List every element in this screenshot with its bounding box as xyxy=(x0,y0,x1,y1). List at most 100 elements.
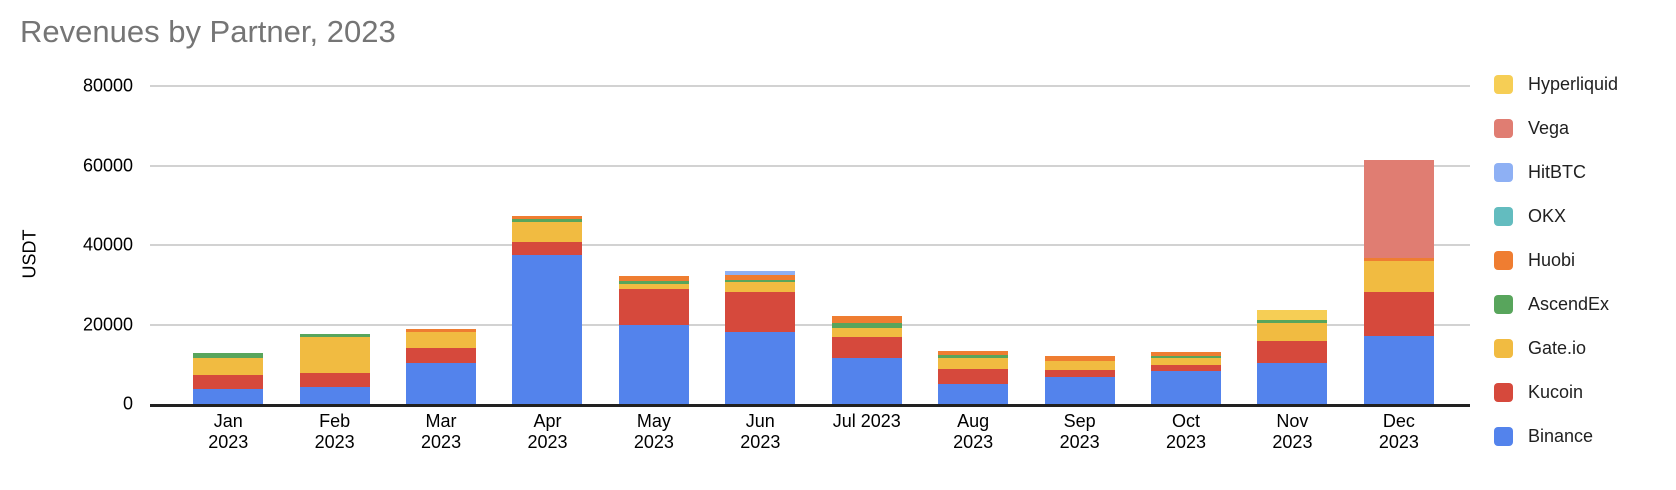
bar-slot-dec-2023 xyxy=(1346,86,1452,404)
bar-segment-kucoin-dec-2023[interactable] xyxy=(1363,292,1434,336)
legend-item-binance[interactable]: Binance xyxy=(1494,426,1618,446)
legend-item-huobi[interactable]: Huobi xyxy=(1494,250,1618,270)
legend-label-ascendex: AscendEx xyxy=(1528,293,1610,314)
bar-segment-kucoin-nov-2023[interactable] xyxy=(1257,340,1328,363)
bar-segment-gateio-oct-2023[interactable] xyxy=(1151,357,1221,365)
x-tick-mar-2023: Mar 2023 xyxy=(421,411,462,452)
bar-segment-huobi-apr-2023[interactable] xyxy=(512,216,583,220)
bar-segment-kucoin-feb-2023[interactable] xyxy=(299,372,370,387)
bar-segment-binance-nov-2023[interactable] xyxy=(1257,362,1328,404)
bar-segment-hitbtc-jun-2023[interactable] xyxy=(725,270,796,275)
bar-dec-2023[interactable] xyxy=(1363,160,1434,404)
bar-segment-binance-apr-2023[interactable] xyxy=(512,254,583,404)
bar-aug-2023[interactable] xyxy=(938,351,1009,404)
bar-segment-huobi-jun-2023[interactable] xyxy=(725,274,796,280)
legend-swatch-huobi xyxy=(1494,250,1513,270)
bar-segment-ascendex-may-2023[interactable] xyxy=(618,280,689,284)
bar-segment-gateio-jul-2023[interactable] xyxy=(831,327,902,337)
bar-segment-huobi-may-2023[interactable] xyxy=(618,275,689,281)
bar-segment-gateio-jan-2023[interactable] xyxy=(193,357,264,376)
bar-segment-binance-sep-2023[interactable] xyxy=(1044,377,1115,404)
legend-item-gateio[interactable]: Gate.io xyxy=(1494,338,1618,358)
bar-segment-gateio-apr-2023[interactable] xyxy=(512,222,583,242)
bar-segment-gateio-mar-2023[interactable] xyxy=(406,331,477,349)
bar-slot-oct-2023 xyxy=(1133,86,1239,404)
bar-jun-2023[interactable] xyxy=(725,270,796,404)
bar-segment-kucoin-oct-2023[interactable] xyxy=(1151,364,1221,372)
legend-swatch-ascendex xyxy=(1494,294,1513,314)
bar-segment-gateio-aug-2023[interactable] xyxy=(938,357,1009,369)
bar-sep-2023[interactable] xyxy=(1044,355,1115,404)
bar-segment-kucoin-jun-2023[interactable] xyxy=(725,291,796,333)
bar-slot-jul-2023 xyxy=(814,86,920,404)
bar-oct-2023[interactable] xyxy=(1151,351,1221,404)
bar-segment-kucoin-jan-2023[interactable] xyxy=(193,375,264,390)
bar-segment-gateio-jun-2023[interactable] xyxy=(725,282,796,292)
bar-segment-kucoin-may-2023[interactable] xyxy=(618,289,689,326)
bar-may-2023[interactable] xyxy=(618,275,689,404)
bar-segment-binance-jun-2023[interactable] xyxy=(725,332,796,404)
bar-segment-ascendex-jan-2023[interactable] xyxy=(193,353,264,358)
bar-segment-binance-jul-2023[interactable] xyxy=(831,358,902,404)
bar-slot-may-2023 xyxy=(601,86,707,404)
x-tick-nov-2023: Nov 2023 xyxy=(1272,411,1313,452)
bar-jul-2023[interactable] xyxy=(831,316,902,404)
bar-segment-huobi-sep-2023[interactable] xyxy=(1044,355,1115,362)
bar-nov-2023[interactable] xyxy=(1257,309,1328,404)
bar-jan-2023[interactable] xyxy=(193,353,264,404)
bar-segment-gateio-dec-2023[interactable] xyxy=(1363,260,1434,293)
bar-segment-binance-may-2023[interactable] xyxy=(618,325,689,404)
legend-item-kucoin[interactable]: Kucoin xyxy=(1494,382,1618,402)
bar-segment-binance-oct-2023[interactable] xyxy=(1151,371,1221,404)
legend-label-huobi: Huobi xyxy=(1528,249,1576,270)
bar-segment-huobi-mar-2023[interactable] xyxy=(406,328,477,332)
legend-item-vega[interactable]: Vega xyxy=(1494,118,1618,138)
bar-apr-2023[interactable] xyxy=(512,216,583,404)
bar-slot-nov-2023 xyxy=(1239,86,1345,404)
legend-item-hitbtc[interactable]: HitBTC xyxy=(1494,162,1618,182)
legend-item-okx[interactable]: OKX xyxy=(1494,206,1618,226)
bar-segment-ascendex-jun-2023[interactable] xyxy=(725,279,796,283)
bar-segment-kucoin-aug-2023[interactable] xyxy=(938,368,1009,385)
bar-segment-ascendex-jul-2023[interactable] xyxy=(831,322,902,328)
legend-label-okx: OKX xyxy=(1528,205,1567,226)
bar-segment-gateio-feb-2023[interactable] xyxy=(299,336,370,373)
legend-swatch-hyperliquid xyxy=(1494,74,1513,94)
bar-feb-2023[interactable] xyxy=(299,334,370,404)
bar-segment-binance-dec-2023[interactable] xyxy=(1363,335,1434,404)
bar-segment-hyperliquid-nov-2023[interactable] xyxy=(1257,309,1328,320)
bar-segment-ascendex-feb-2023[interactable] xyxy=(299,334,370,337)
bar-segment-gateio-sep-2023[interactable] xyxy=(1044,361,1115,371)
chart-legend: Hyperliquid Vega HitBTC OKX Huobi AscendEx Gat… xyxy=(1494,74,1618,470)
bar-segment-kucoin-apr-2023[interactable] xyxy=(512,241,583,255)
bar-segment-gateio-nov-2023[interactable] xyxy=(1257,322,1328,341)
bar-segment-huobi-aug-2023[interactable] xyxy=(938,351,1009,356)
bar-segment-ascendex-aug-2023[interactable] xyxy=(938,355,1009,358)
bar-segment-kucoin-mar-2023[interactable] xyxy=(406,348,477,363)
bar-segment-ascendex-oct-2023[interactable] xyxy=(1151,355,1221,358)
legend-swatch-okx xyxy=(1494,206,1513,226)
bar-segment-binance-aug-2023[interactable] xyxy=(938,384,1009,404)
bar-segment-binance-mar-2023[interactable] xyxy=(406,362,477,404)
bar-segment-vega-dec-2023[interactable] xyxy=(1363,160,1434,258)
legend-item-hyperliquid[interactable]: Hyperliquid xyxy=(1494,74,1618,94)
bar-segment-huobi-dec-2023[interactable] xyxy=(1363,257,1434,261)
bar-segment-huobi-jul-2023[interactable] xyxy=(831,316,902,323)
bar-segment-kucoin-jul-2023[interactable] xyxy=(831,336,902,359)
gridline-40000 xyxy=(150,244,1470,246)
bar-segment-ascendex-nov-2023[interactable] xyxy=(1257,319,1328,323)
bar-segment-binance-jan-2023[interactable] xyxy=(193,389,264,404)
bar-segment-huobi-oct-2023[interactable] xyxy=(1151,351,1221,356)
bar-segment-ascendex-apr-2023[interactable] xyxy=(512,219,583,223)
bar-slot-feb-2023 xyxy=(281,86,387,404)
x-tick-aug-2023: Aug 2023 xyxy=(953,411,994,452)
x-tick-jan-2023: Jan 2023 xyxy=(208,411,249,452)
bar-mar-2023[interactable] xyxy=(406,328,477,404)
bar-segment-binance-feb-2023[interactable] xyxy=(299,386,370,404)
y-tick-20000: 20000 xyxy=(82,314,133,334)
bar-segment-kucoin-sep-2023[interactable] xyxy=(1044,370,1115,378)
gridline-60000 xyxy=(150,164,1470,167)
legend-item-ascendex[interactable]: AscendEx xyxy=(1494,294,1618,314)
bar-segment-gateio-may-2023[interactable] xyxy=(618,283,689,290)
legend-swatch-gateio xyxy=(1494,338,1513,358)
